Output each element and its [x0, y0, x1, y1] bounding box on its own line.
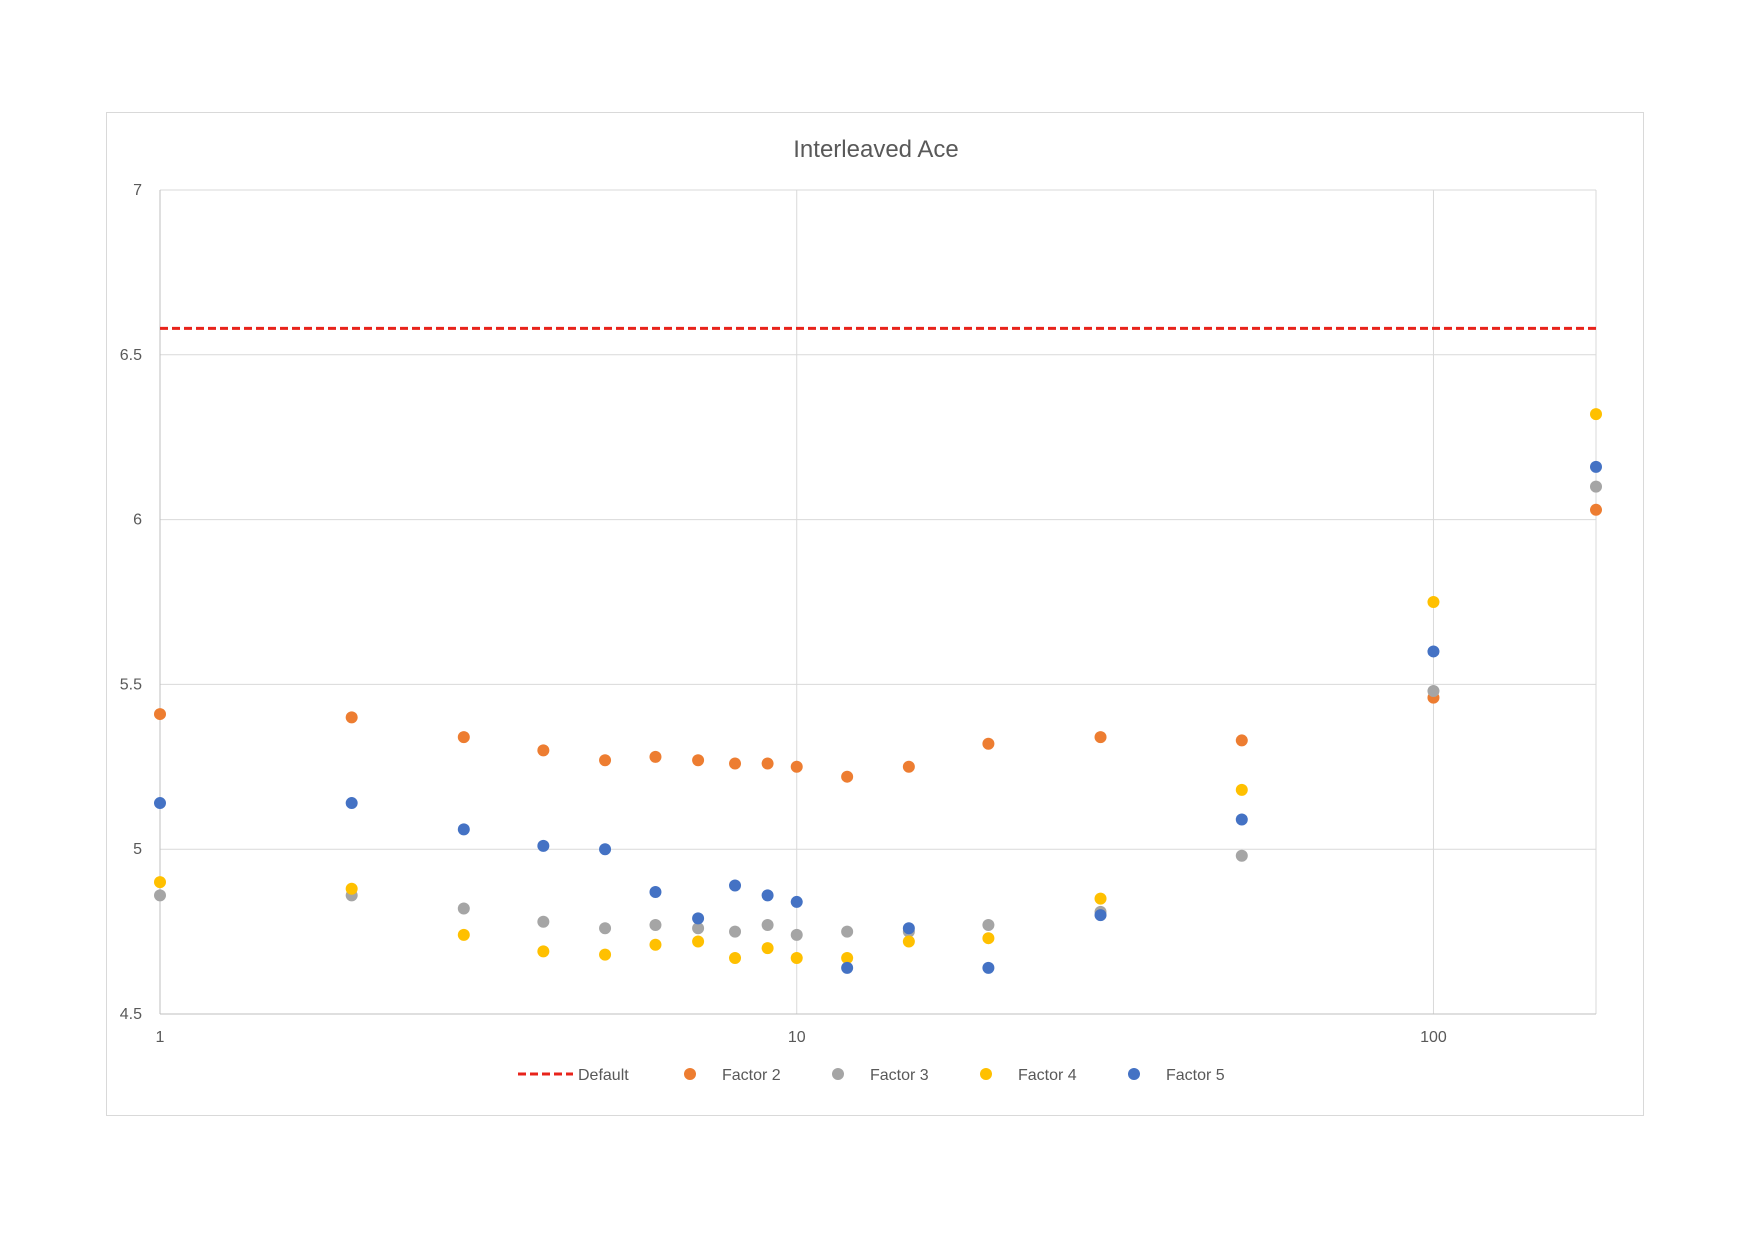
- legend-label: Factor 5: [1166, 1067, 1225, 1084]
- data-point: [649, 750, 662, 763]
- data-point: [982, 737, 995, 750]
- data-point: [1590, 408, 1602, 421]
- data-point: [841, 925, 854, 938]
- data-point: [1427, 596, 1440, 608]
- data-point: [1235, 734, 1248, 747]
- y-tick-label: 6: [133, 512, 142, 529]
- data-point: [599, 948, 612, 961]
- data-point: [599, 922, 612, 935]
- legend-label: Factor 3: [870, 1067, 929, 1084]
- data-point: [761, 942, 774, 955]
- data-point: [692, 912, 705, 925]
- data-point: [761, 919, 774, 932]
- data-point: [649, 938, 662, 951]
- data-point: [1094, 892, 1107, 905]
- data-point: [537, 945, 550, 958]
- data-point: [1590, 480, 1602, 493]
- data-point: [729, 925, 742, 938]
- data-point: [982, 932, 995, 945]
- data-point: [457, 731, 470, 744]
- data-point: [692, 922, 705, 935]
- data-point: [154, 708, 166, 721]
- y-tick-label: 6.5: [120, 347, 142, 364]
- data-point: [761, 757, 774, 770]
- chart-frame: Interleaved Ace 4.5 5 5.5 6 6.5 7 1 10 100 Defau…: [106, 112, 1644, 1116]
- data-point: [902, 935, 915, 948]
- legend-swatch: [1128, 1068, 1140, 1080]
- data-point: [729, 879, 742, 892]
- legend-swatch: [832, 1068, 844, 1080]
- data-point: [790, 895, 803, 908]
- y-tick-label: 4.5: [120, 1006, 142, 1023]
- data-point: [761, 889, 774, 902]
- data-point: [345, 797, 358, 810]
- data-point: [1427, 684, 1440, 697]
- data-point: [537, 915, 550, 928]
- data-point: [790, 760, 803, 773]
- data-point: [1235, 813, 1248, 826]
- data-point: [729, 951, 742, 964]
- data-point: [729, 757, 742, 770]
- x-tick-label: 10: [788, 1029, 806, 1046]
- legend-swatch: [980, 1068, 992, 1080]
- data-point: [154, 876, 166, 889]
- data-point: [790, 951, 803, 964]
- data-point: [1590, 460, 1602, 473]
- legend: Default Factor 2 Factor 3 Factor 4 Factor 5: [518, 1067, 1225, 1084]
- data-point: [457, 823, 470, 836]
- data-point: [599, 843, 612, 856]
- chart-title: Interleaved Ace: [793, 136, 958, 163]
- data-point: [841, 961, 854, 974]
- legend-default-label: Default: [578, 1067, 629, 1084]
- x-tick-label: 100: [1420, 1029, 1447, 1046]
- data-point: [649, 886, 662, 899]
- series-factor-4: [154, 408, 1602, 964]
- series-factor-5: [154, 460, 1602, 974]
- data-point: [790, 928, 803, 941]
- data-point: [457, 928, 470, 941]
- data-point: [345, 882, 358, 895]
- data-point: [692, 935, 705, 948]
- chart-svg: Interleaved Ace 4.5 5 5.5 6 6.5 7 1 10 100 Defau…: [120, 136, 1602, 1084]
- y-tick-label: 5: [133, 841, 142, 858]
- data-point: [154, 797, 166, 810]
- data-point: [982, 961, 995, 974]
- data-point: [1427, 645, 1440, 658]
- data-point: [1235, 783, 1248, 796]
- series-factor-3: [154, 480, 1602, 941]
- data-point: [902, 760, 915, 773]
- data-point: [537, 839, 550, 852]
- legend-swatch: [684, 1068, 696, 1080]
- data-point: [154, 889, 166, 902]
- legend-label: Factor 2: [722, 1067, 781, 1084]
- y-tick-label: 5.5: [120, 676, 142, 693]
- data-point: [1235, 849, 1248, 862]
- series-factor-2: [154, 503, 1602, 783]
- data-point: [649, 919, 662, 932]
- data-point: [537, 744, 550, 757]
- data-point: [982, 919, 995, 932]
- data-point: [599, 754, 612, 767]
- data-point: [841, 770, 854, 783]
- data-point: [1094, 909, 1107, 922]
- data-point: [841, 951, 854, 964]
- y-tick-label: 7: [133, 182, 142, 199]
- x-tick-label: 1: [156, 1029, 165, 1046]
- points-layer: [154, 408, 1602, 974]
- data-point: [345, 711, 358, 724]
- data-point: [902, 922, 915, 935]
- data-point: [692, 754, 705, 767]
- legend-label: Factor 4: [1018, 1067, 1077, 1084]
- data-point: [1590, 503, 1602, 516]
- data-point: [457, 902, 470, 915]
- grid-layer: 4.5 5 5.5 6 6.5 7 1 10 100: [120, 182, 1597, 1046]
- data-point: [1094, 731, 1107, 744]
